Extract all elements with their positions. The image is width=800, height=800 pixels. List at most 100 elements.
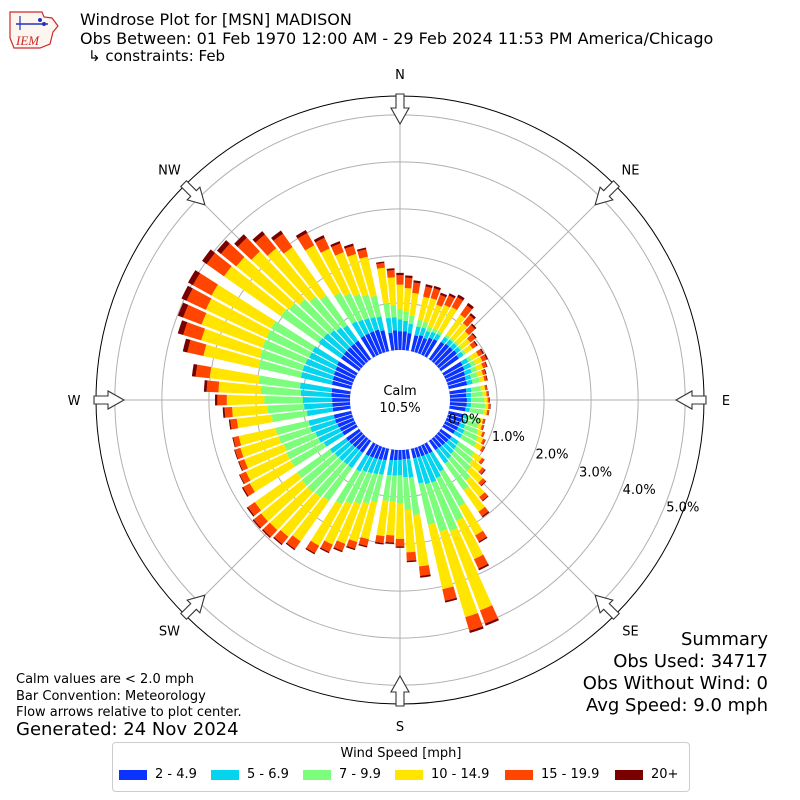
bar-NNE-4-bin4 [451,297,464,311]
bar-SSW-2-bin2 [354,471,373,505]
bar-NNW-1-bin5 [313,235,325,243]
bar-SE-4-bin4 [478,506,489,517]
bar-E-1-bin4 [486,391,489,397]
bar-ESE-0-bin4 [481,418,486,425]
bar-SE-4-bin5 [481,511,490,518]
bar-WNW-4-bin3 [211,284,276,329]
bar-ESE-0-bin5 [483,419,486,425]
bar-N-0-bin4 [376,262,385,269]
bar-W-3-bin0 [331,393,351,398]
bar-WNW-4-bin1 [312,346,340,366]
bar-NNE-1-bin1 [419,327,427,337]
bar-SE-4-bin0 [428,439,439,451]
bar-SE-3-bin1 [439,445,452,459]
bar-WSW-0-bin3 [249,460,295,493]
bar-SSW-0-bin0 [382,448,390,461]
legend-item-7-9.9: 7 - 9.9 [303,767,381,783]
bar-SSE-2-bin4 [479,605,499,624]
calm-center [350,350,450,450]
bar-ENE-4-bin2 [471,377,481,384]
bar-WNW-0-bin3 [203,344,261,369]
bar-E-3-bin5 [489,403,491,410]
bar-SW-2-bin3 [269,487,313,531]
bar-ESE-4-bin4 [479,445,485,452]
bar-NW-1-bin5 [216,240,230,254]
legend-swatch [303,769,331,780]
bar-NNE-2-bin3 [427,304,442,329]
bar-NNE-0-bin2 [416,319,423,328]
compass-label-E: E [722,394,730,409]
bar-WSW-4-bin2 [275,420,310,436]
bar-NW-3-bin2 [309,296,341,331]
bar-NNW-3-bin1 [370,316,379,331]
bar-N-3-bin3 [403,288,412,312]
bar-ESE-1-bin3 [476,423,483,430]
bar-NNW-2-bin5 [330,241,341,248]
bar-S-2-bin5 [395,546,405,548]
bar-N-3-bin0 [402,331,407,351]
bar-N-2-bin1 [397,319,403,332]
bar-S-4-bin5 [374,541,384,545]
bar-WNW-0-bin2 [258,360,303,378]
bar-S-4-bin0 [389,449,395,461]
bar-NNW-2-bin0 [369,331,383,355]
bar-W-2-bin3 [226,394,265,406]
bar-SE-3-bin2 [447,455,471,481]
bar-E-4-bin4 [486,409,489,416]
bar-SE-2-bin2 [450,450,471,471]
bar-N-1-bin5 [386,268,395,271]
flow-arrows-note: Flow arrows relative to plot center. [16,705,242,720]
generated-date: Generated: 24 Nov 2024 [16,719,239,740]
bar-WSW-2-bin1 [315,423,339,438]
bar-ENE-2-bin4 [481,361,487,369]
bar-S-1-bin1 [402,459,408,478]
radial-tick-3: 3.0% [579,465,612,480]
bar-NE-0-bin5 [466,302,474,310]
bar-NE-0-bin0 [428,341,445,361]
bar-SE-3-bin0 [431,436,442,448]
bar-SW-2-bin1 [338,444,356,462]
bar-ESE-4-bin0 [442,424,456,434]
bar-E-2-bin1 [466,397,472,403]
arrow-SE [594,594,620,620]
bar-ESE-3-bin0 [444,421,459,431]
bar-N-3-bin4 [404,277,413,289]
bar-ENE-1-bin5 [484,353,489,360]
bar-E-0-bin5 [486,384,488,391]
chart-title: Windrose Plot for [MSN] MADISON [80,10,352,29]
bar-NW-0-bin2 [280,309,323,343]
bar-N-0-bin2 [383,302,391,319]
bar-SW-0-bin3 [292,496,330,542]
bar-NNW-3-bin0 [374,329,386,354]
bar-NNE-4-bin3 [438,306,458,334]
bar-NE-1-bin2 [449,337,455,343]
bar-SE-2-bin1 [442,442,454,454]
bar-SSE-2-bin3 [449,527,493,611]
radial-tick-labels: 0.0% 1.0% 2.0% 3.0% 4.0% 5.0% [448,412,699,515]
bar-N-2-bin5 [396,272,404,276]
bar-E-1-bin3 [482,391,487,397]
bar-NW-0-bin5 [202,249,216,265]
bar-NNW-4-bin5 [356,247,367,252]
bar-NE-3-bin5 [471,333,477,339]
bar-W-4-bin4 [195,364,212,379]
bar-WNW-0-bin4 [187,339,207,357]
bar-SE-4-bin2 [444,460,469,491]
bar-SSW-1-bin4 [346,539,358,549]
bar-NW-1-bin3 [236,256,295,310]
bar-N-0-bin3 [377,267,389,304]
bar-SSW-2-bin3 [336,501,361,544]
bar-E-4-bin0 [449,405,466,412]
summary-title: Summary [681,629,768,650]
bar-NNE-2-bin5 [439,292,448,298]
bar-WSW-4-bin5 [232,437,236,448]
bar-NE-4-bin2 [460,349,466,356]
bar-NW-2-bin1 [330,330,351,351]
bar-WSW-3-bin1 [310,419,337,433]
bar-NW-4-bin3 [283,247,327,300]
bar-N-2-bin4 [396,275,404,285]
bar-SW-3-bin3 [261,480,307,522]
bar-S-3-bin2 [389,475,397,502]
bar-ENE-3-bin4 [481,369,486,376]
summary-obs-used: Obs Used: 34717 [613,651,768,672]
